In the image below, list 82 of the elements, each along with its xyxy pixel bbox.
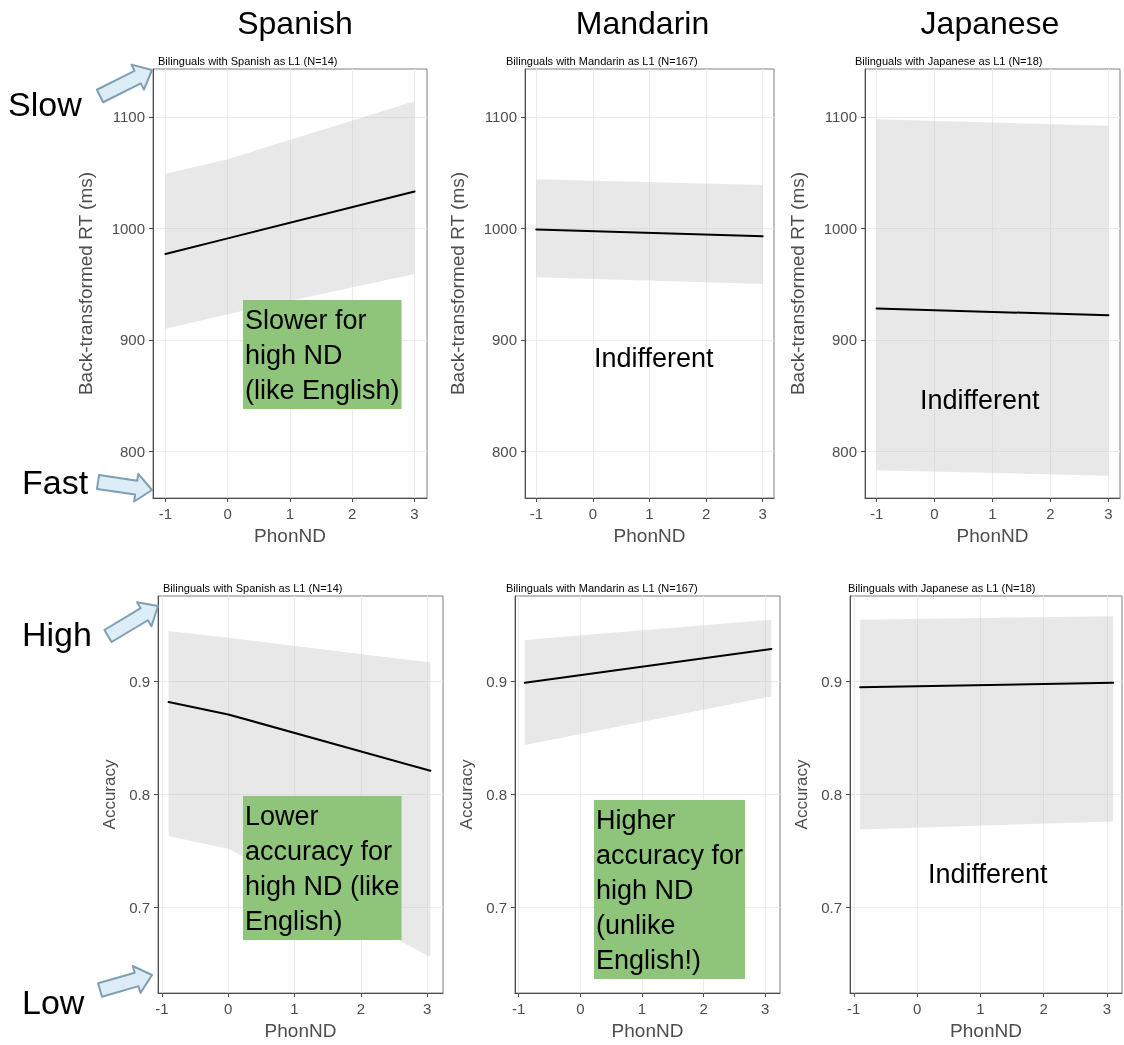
annotation: Slower for high ND (like English) (245, 304, 400, 405)
chart-subtitle: Bilinguals with Japanese as L1 (N=18) (855, 54, 1043, 67)
y-tick-label: 0.8 (821, 786, 842, 803)
annotation: Lower accuracy for high ND (like English) (245, 800, 400, 936)
y-axis-title: Accuracy (100, 759, 119, 830)
y-tick-label: 1100 (112, 108, 145, 126)
y-tick-label: 800 (831, 442, 857, 460)
x-tick-label: -1 (158, 505, 173, 522)
x-axis-title: PhonND (613, 525, 686, 546)
y-tick-label: 1100 (484, 108, 517, 126)
x-tick-label: 0 (588, 505, 598, 522)
y-tick-label: 1000 (823, 219, 857, 237)
x-tick-label: 1 (290, 1000, 299, 1017)
y-axis-title: Accuracy (457, 759, 476, 830)
x-tick-label: 1 (988, 505, 997, 522)
chart-title: Bilinguals with Japanese as L1 (N=18) (848, 581, 1036, 594)
y-tick-label: 1000 (111, 219, 145, 237)
x-tick-label: 1 (637, 1000, 647, 1017)
y-tick-label: 0.9 (129, 673, 150, 691)
y-tick-label: 0.9 (821, 673, 842, 691)
x-tick-label: 1 (285, 505, 295, 522)
x-tick-label: -1 (529, 505, 543, 522)
y-tick-label: 900 (831, 331, 857, 349)
chart-title: Spanish (237, 5, 353, 41)
x-tick-label: 1 (645, 505, 654, 522)
annotation: Indifferent (594, 342, 715, 373)
y-tick-label: 0.8 (486, 786, 507, 803)
x-tick-label: 0 (576, 1000, 585, 1017)
y-tick-label: 0.8 (129, 786, 150, 803)
x-tick-label: -1 (869, 505, 884, 522)
x-tick-label: 2 (348, 505, 357, 522)
y-axis-title: Back-transformed RT (ms) (75, 171, 96, 396)
y-tick-label: 900 (491, 331, 517, 349)
x-tick-label: 3 (1104, 505, 1113, 522)
x-tick-label: 0 (223, 505, 232, 522)
x-tick-label: 0 (912, 1000, 922, 1017)
y-tick-label: 1000 (483, 219, 517, 237)
y-axis-title: Back-transformed RT (ms) (447, 171, 468, 396)
chart-subtitle: Bilinguals with Mandarin as L1 (N=167) (506, 54, 698, 67)
chart-title: Bilinguals with Mandarin as L1 (N=167) (506, 581, 698, 594)
text: Slow (8, 85, 83, 123)
y-tick-label: 0.9 (486, 673, 507, 691)
annotation: Higher accuracy for high ND (unlike English!) (596, 804, 744, 975)
x-tick-label: 2 (1046, 505, 1055, 522)
annotation: Indifferent (920, 384, 1041, 415)
x-tick-label: 3 (1102, 1000, 1111, 1017)
y-tick-label: 800 (491, 442, 517, 460)
x-tick-label: 2 (1039, 1000, 1048, 1017)
x-tick-label: 3 (422, 1000, 432, 1017)
x-tick-label: 3 (758, 505, 767, 522)
text: Fast (22, 463, 89, 501)
x-tick-label: 2 (701, 505, 711, 522)
chart-title: Bilinguals with Spanish as L1 (N=14) (163, 581, 343, 594)
y-axis-title: Accuracy (792, 759, 811, 830)
y-tick-label: 1100 (824, 108, 857, 126)
x-tick-label: 2 (699, 1000, 708, 1017)
y-tick-label: 0.7 (129, 898, 150, 916)
x-tick-label: -1 (847, 1000, 861, 1017)
x-axis-title: PhonND (264, 1020, 337, 1041)
text: High (22, 615, 92, 653)
x-tick-label: -1 (155, 1000, 169, 1017)
y-tick-label: 0.7 (486, 898, 507, 916)
x-axis-title: PhonND (956, 525, 1029, 546)
y-tick-label: 900 (119, 331, 145, 349)
chart-title: Mandarin (575, 5, 710, 41)
text: Low (22, 983, 85, 1021)
chart-subtitle: Bilinguals with Spanish as L1 (N=14) (158, 54, 338, 67)
x-tick-label: 3 (410, 505, 419, 522)
x-tick-label: 2 (356, 1000, 365, 1017)
y-axis-title: Back-transformed RT (ms) (787, 171, 808, 396)
x-tick-label: 0 (930, 505, 939, 522)
x-axis-title: PhonND (950, 1020, 1022, 1041)
x-axis-title: PhonND (254, 525, 326, 546)
y-tick-label: 0.7 (821, 898, 842, 916)
x-tick-label: -1 (512, 1000, 526, 1017)
annotation: Indifferent (928, 858, 1049, 889)
x-tick-label: 1 (976, 1000, 985, 1017)
x-tick-label: 3 (761, 1000, 770, 1017)
y-tick-label: 800 (119, 442, 145, 460)
x-axis-title: PhonND (611, 1020, 684, 1041)
chart-title: Japanese (920, 5, 1060, 41)
x-tick-label: 0 (224, 1000, 233, 1017)
